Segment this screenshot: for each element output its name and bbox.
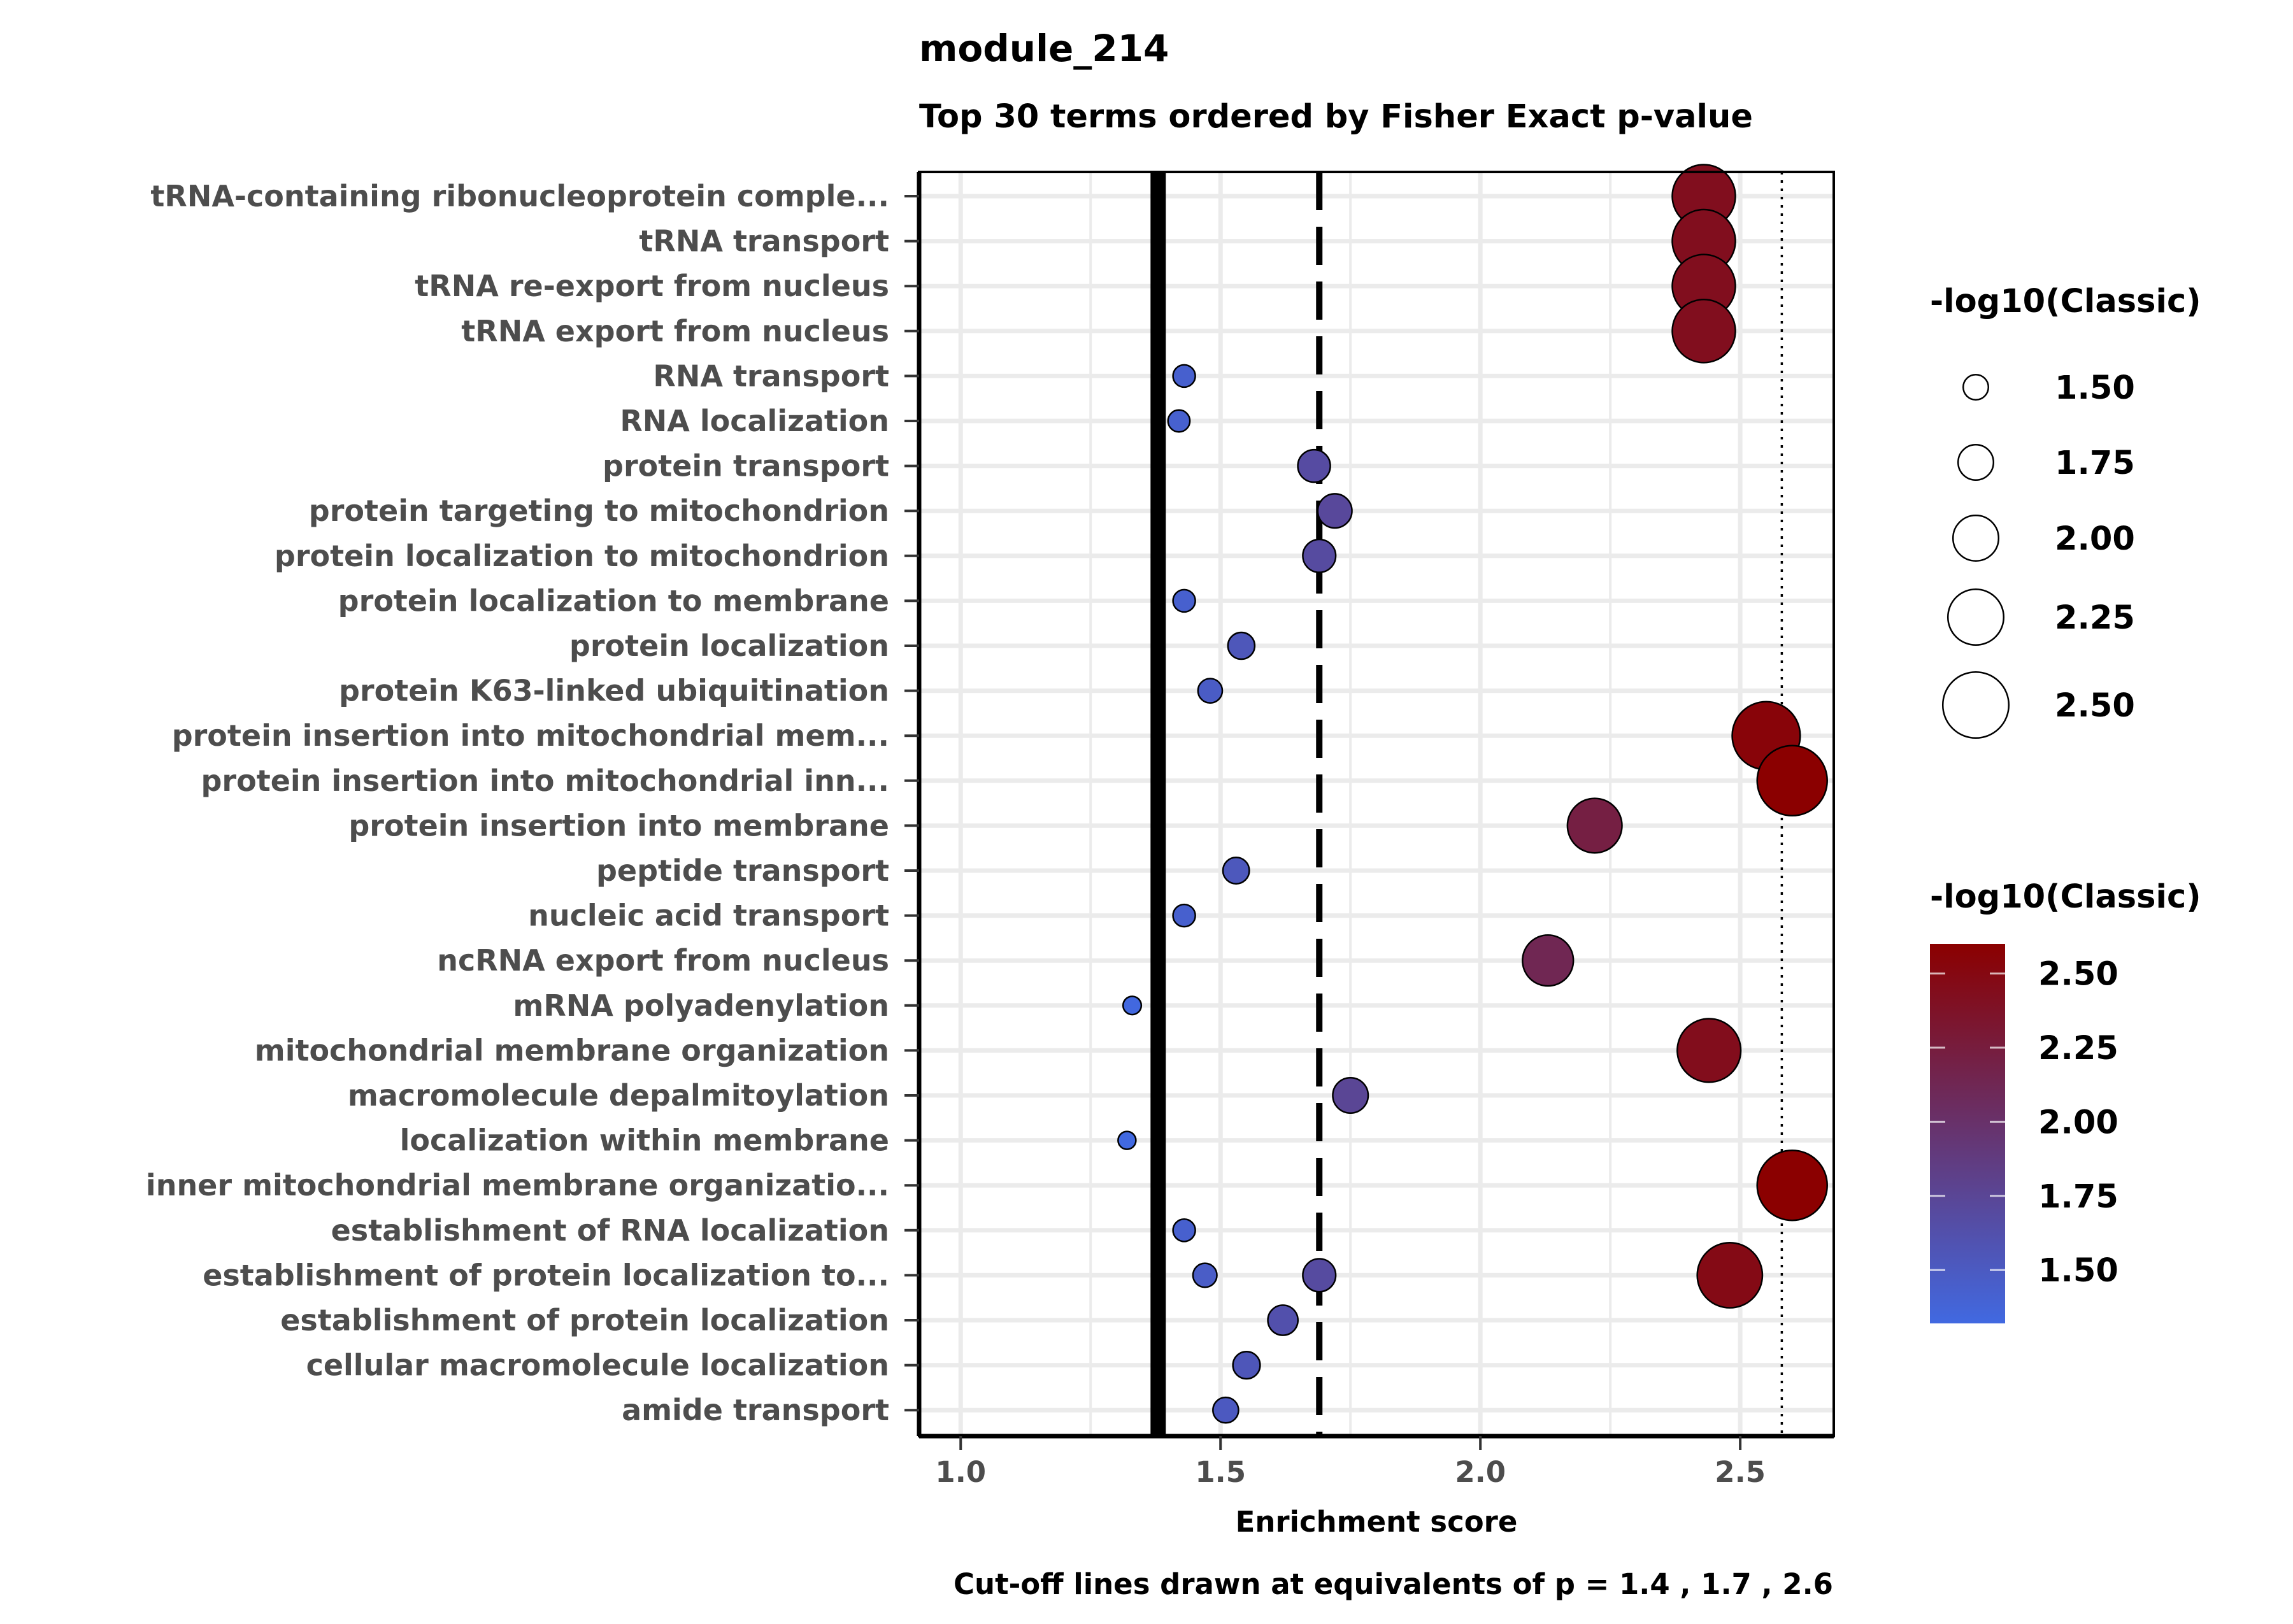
data-point <box>1192 1262 1218 1288</box>
data-point <box>1756 744 1828 817</box>
y-tick-label: mitochondrial membrane organization <box>255 1033 889 1067</box>
y-tick-label: protein insertion into mitochondrial inn… <box>201 764 889 798</box>
data-point <box>1122 995 1143 1016</box>
y-tick-label: tRNA export from nucleus <box>461 314 889 348</box>
size-legend-key <box>1962 373 1990 401</box>
y-tick-label: tRNA-containing ribonucleoprotein comple… <box>150 179 889 213</box>
data-point <box>1332 1076 1369 1115</box>
color-legend-label: 2.50 <box>2038 956 2118 994</box>
x-axis-title: Enrichment score <box>1236 1505 1518 1539</box>
y-tick-label: protein localization to membrane <box>338 583 889 618</box>
color-legend-label: 2.25 <box>2038 1030 2118 1067</box>
color-legend-ticks: 1.50 1.75 2.00 2.25 2.50 <box>1930 956 2118 1290</box>
size-legend-key <box>1952 514 2000 562</box>
size-legend-label: 1.75 <box>2055 445 2135 482</box>
data-point <box>1696 1241 1764 1309</box>
grid-layer <box>919 172 1834 1436</box>
data-point <box>1172 364 1196 388</box>
size-legend-title: -log10(Classic) <box>1930 283 2201 320</box>
data-point <box>1756 1149 1828 1222</box>
y-tick-label: establishment of RNA localization <box>331 1213 889 1248</box>
data-point <box>1302 538 1337 573</box>
x-tick-label: 2.0 <box>1455 1455 1506 1489</box>
data-point <box>1172 903 1196 928</box>
y-tick-label: protein insertion into mitochondrial mem… <box>172 718 889 753</box>
data-point <box>1302 1258 1337 1293</box>
chart-title: module_214 <box>919 27 1169 70</box>
data-point <box>1297 448 1331 483</box>
x-tick-label: 1.5 <box>1195 1455 1246 1489</box>
color-legend-label: 1.50 <box>2038 1252 2118 1290</box>
size-legend-label: 2.25 <box>2055 599 2135 637</box>
x-axis-ticks: 1.0 1.5 2.0 2.5 <box>935 1436 1766 1489</box>
color-legend-label: 1.75 <box>2038 1178 2118 1216</box>
y-tick-label: establishment of protein localization to… <box>203 1258 889 1292</box>
data-point <box>1566 797 1623 854</box>
y-tick-label: ncRNA export from nucleus <box>437 943 889 978</box>
y-tick-label: inner mitochondrial membrane organizatio… <box>146 1168 889 1202</box>
data-point <box>1167 409 1191 433</box>
data-point <box>1232 1350 1261 1380</box>
y-tick-label: protein insertion into membrane <box>348 808 889 843</box>
y-tick-label: nucleic acid transport <box>528 899 889 933</box>
y-tick-label: localization within membrane <box>400 1123 889 1158</box>
x-tick-label: 2.5 <box>1715 1455 1766 1489</box>
size-legend-items: 1.50 1.75 2.00 2.25 2.50 <box>1941 369 2135 739</box>
size-legend-label: 2.50 <box>2055 687 2135 725</box>
color-legend-label: 2.00 <box>2038 1104 2118 1141</box>
data-point <box>1671 298 1736 364</box>
y-tick-label: establishment of protein localization <box>280 1303 889 1337</box>
y-tick-label: protein localization to mitochondrion <box>275 539 889 573</box>
size-legend-key <box>1947 588 2005 646</box>
data-points <box>1117 164 1828 1424</box>
y-tick-label: amide transport <box>622 1393 889 1427</box>
y-tick-label: macromolecule depalmitoylation <box>348 1078 889 1113</box>
y-tick-label: RNA transport <box>653 359 889 393</box>
x-tick-label: 1.0 <box>935 1455 986 1489</box>
y-tick-label: protein transport <box>603 449 889 483</box>
data-point <box>1267 1304 1299 1336</box>
data-point <box>1227 631 1256 660</box>
color-legend-title: -log10(Classic) <box>1930 878 2201 916</box>
y-tick-label: cellular macromolecule localization <box>306 1348 889 1383</box>
size-legend-key <box>1941 671 2010 739</box>
y-tick-label: tRNA transport <box>639 224 889 259</box>
data-point <box>1676 1018 1742 1083</box>
color-legend-bar <box>1930 944 2005 1323</box>
y-tick-label: tRNA re-export from nucleus <box>415 269 889 303</box>
y-tick-label: mRNA polyadenylation <box>513 988 889 1023</box>
size-legend-key <box>1957 443 1995 481</box>
size-legend: -log10(Classic) 1.50 1.75 2.00 2.25 2.50 <box>1930 283 2201 739</box>
data-point <box>1172 1218 1196 1243</box>
color-legend: -log10(Classic) 1.50 1.75 2.00 2.25 2.50 <box>1930 878 2201 1323</box>
data-point <box>1522 934 1575 987</box>
size-legend-label: 2.00 <box>2055 520 2135 558</box>
chart-subtitle: Top 30 terms ordered by Fisher Exact p-v… <box>919 98 1753 136</box>
data-point <box>1197 678 1224 704</box>
y-tick-label: peptide transport <box>596 853 889 888</box>
chart-caption: Cut-off lines drawn at equivalents of p … <box>954 1567 1833 1601</box>
y-tick-label: protein localization <box>569 629 889 663</box>
y-axis-labels: tRNA-containing ribonucleoprotein comple… <box>146 179 919 1427</box>
y-tick-label: RNA localization <box>620 404 889 438</box>
data-point <box>1317 493 1353 529</box>
size-legend-label: 1.50 <box>2055 369 2135 407</box>
data-point <box>1117 1130 1137 1150</box>
y-tick-label: protein K63-linked ubiquitination <box>339 674 889 708</box>
data-point <box>1172 588 1196 613</box>
data-point <box>1212 1396 1239 1424</box>
data-point <box>1222 857 1250 885</box>
y-tick-label: protein targeting to mitochondrion <box>309 494 889 528</box>
cutoff-lines <box>1150 172 1783 1436</box>
